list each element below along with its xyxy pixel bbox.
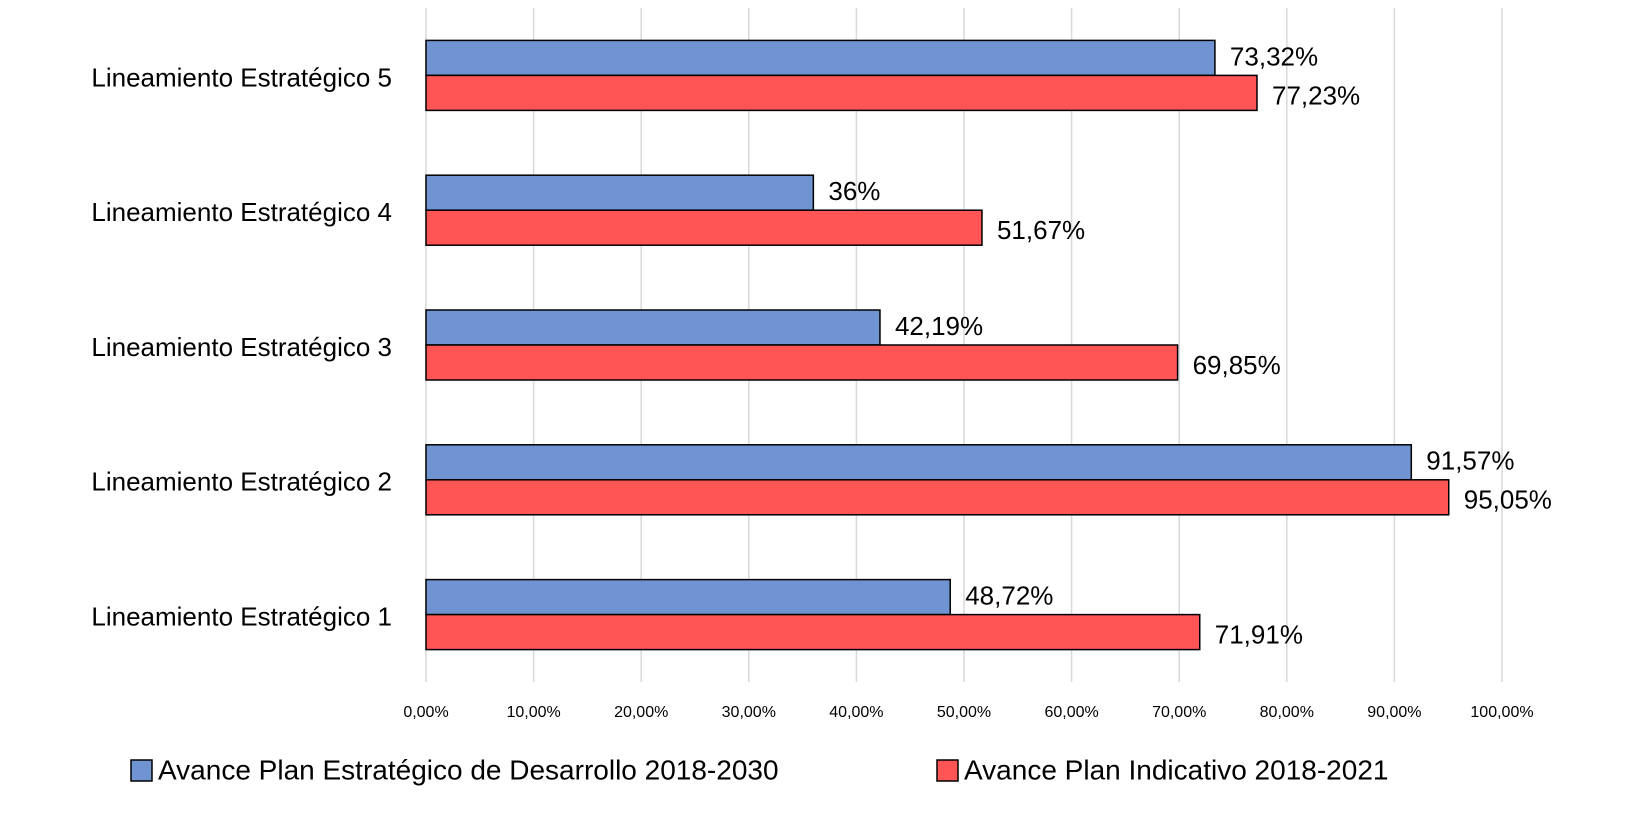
- bar: [425, 344, 1179, 381]
- x-tick-label: 20,00%: [614, 704, 668, 721]
- x-tick-label: 10,00%: [506, 704, 560, 721]
- legend-swatch: [936, 759, 959, 782]
- bar: [425, 613, 1201, 651]
- y-tick-label: Lineamiento Estratégico 1: [91, 601, 392, 631]
- x-tick-label: 100,00%: [1470, 704, 1533, 721]
- bar: [425, 74, 1258, 112]
- data-label: 71,91%: [1215, 619, 1303, 649]
- data-label: 91,57%: [1426, 446, 1514, 476]
- bar: [425, 578, 951, 616]
- x-tick-label: 40,00%: [829, 704, 883, 721]
- y-tick-label: Lineamiento Estratégico 4: [91, 197, 392, 227]
- x-tick-label: 80,00%: [1260, 704, 1314, 721]
- x-tick-label: 50,00%: [937, 704, 991, 721]
- x-tick-label: 70,00%: [1152, 704, 1206, 721]
- data-label: 36%: [828, 176, 880, 206]
- bar: [425, 39, 1216, 77]
- x-tick-label: 60,00%: [1044, 704, 1098, 721]
- legend-label: Avance Plan Estratégico de Desarrollo 20…: [158, 754, 779, 785]
- bar: [425, 309, 881, 346]
- x-tick-label: 0,00%: [403, 704, 448, 721]
- bar: [425, 174, 815, 211]
- data-label: 42,19%: [895, 311, 983, 341]
- y-tick-label: Lineamiento Estratégico 5: [91, 62, 392, 92]
- bar: [425, 444, 1413, 481]
- bar: [425, 209, 983, 246]
- data-label: 95,05%: [1464, 485, 1552, 515]
- legend-label: Avance Plan Indicativo 2018-2021: [964, 754, 1388, 785]
- data-label: 69,85%: [1193, 350, 1281, 380]
- x-tick-label: 30,00%: [722, 704, 776, 721]
- y-tick-label: Lineamiento Estratégico 3: [91, 332, 392, 362]
- y-tick-label: Lineamiento Estratégico 2: [91, 467, 392, 497]
- data-label: 51,67%: [997, 215, 1085, 245]
- bar: [425, 479, 1450, 516]
- data-label: 77,23%: [1272, 80, 1360, 110]
- legend-swatch: [130, 759, 153, 782]
- x-tick-label: 90,00%: [1367, 704, 1421, 721]
- data-label: 48,72%: [965, 580, 1053, 610]
- data-label: 73,32%: [1230, 41, 1318, 71]
